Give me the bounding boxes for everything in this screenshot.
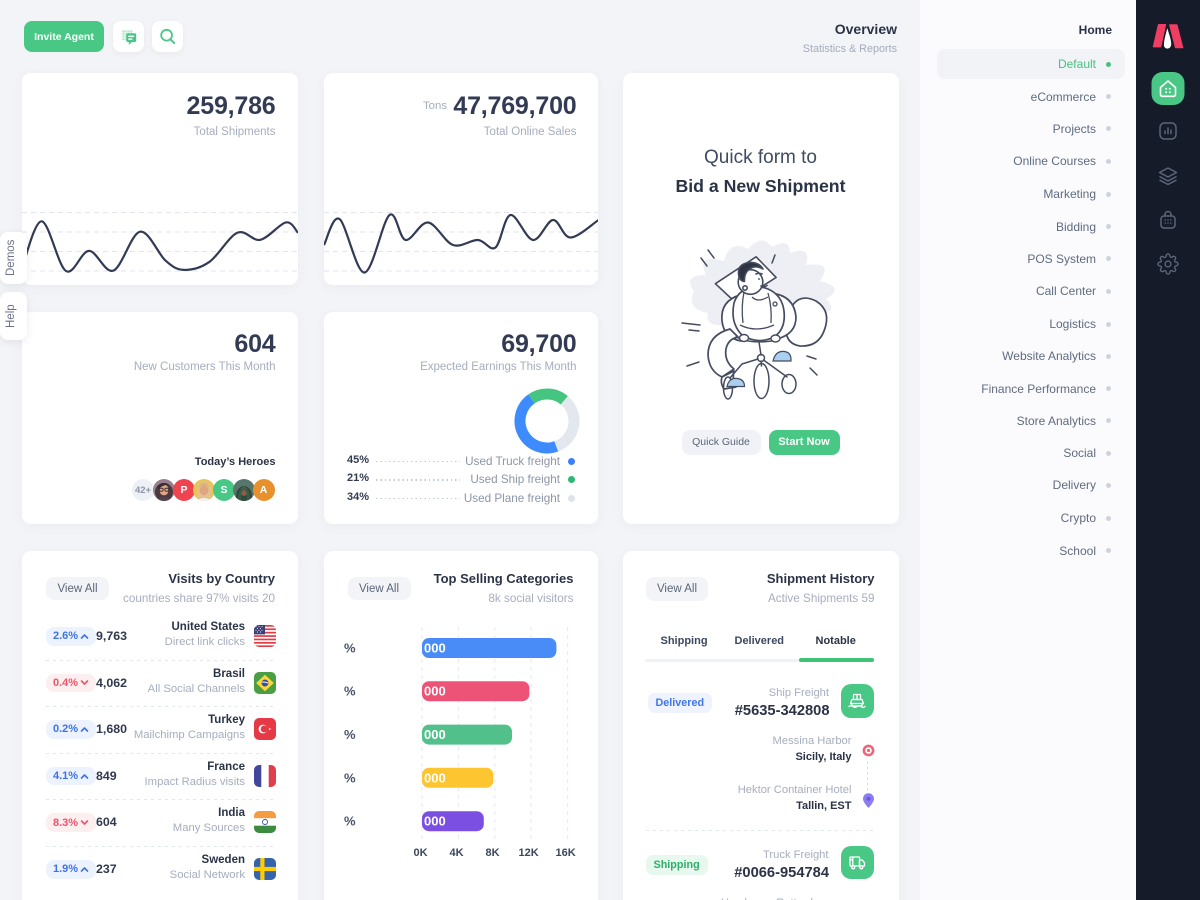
svg-text:%: %	[344, 641, 356, 656]
svg-text:000: 000	[424, 727, 446, 742]
svg-text:%: %	[344, 727, 356, 742]
svg-text:000: 000	[424, 641, 446, 656]
svg-text:000: 000	[424, 684, 446, 699]
svg-text:000: 000	[424, 814, 446, 829]
svg-text:%: %	[344, 814, 356, 829]
svg-text:%: %	[344, 684, 356, 699]
svg-text:%: %	[344, 770, 356, 785]
svg-text:000: 000	[424, 770, 446, 785]
